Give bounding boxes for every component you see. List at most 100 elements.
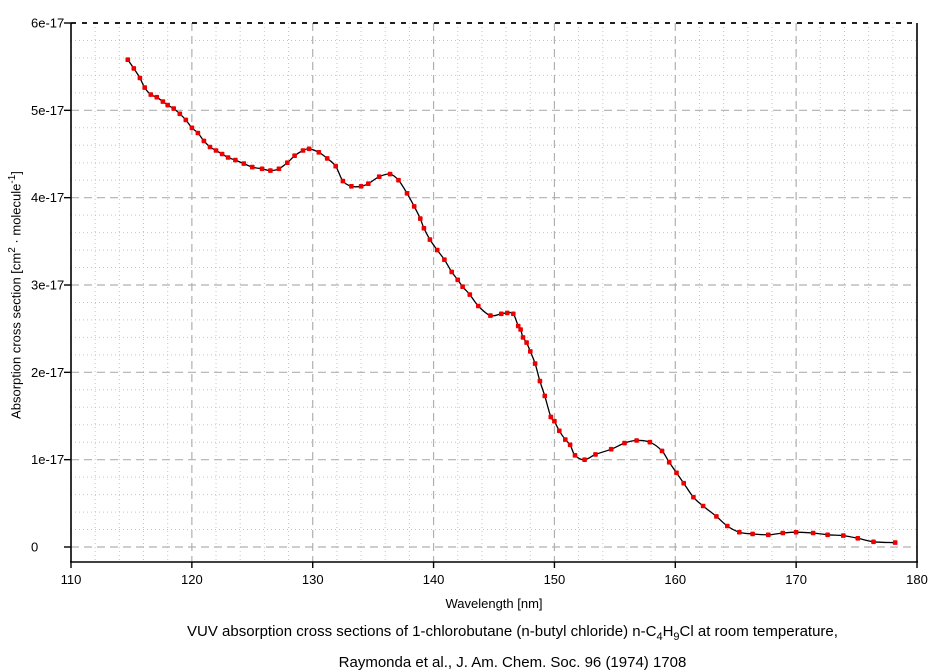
data-point-marker bbox=[366, 181, 371, 186]
data-point-marker bbox=[825, 532, 830, 538]
data-point-marker bbox=[520, 335, 526, 340]
data-point-marker bbox=[418, 216, 423, 221]
x-tick-label: 120 bbox=[181, 572, 203, 587]
data-point-marker bbox=[542, 393, 548, 399]
data-point-marker bbox=[488, 313, 493, 318]
data-point-marker bbox=[460, 284, 465, 289]
y-tick-label: 6e-17 bbox=[31, 16, 64, 31]
y-tick-label: 3e-17 bbox=[31, 278, 64, 293]
x-tick-label: 160 bbox=[664, 572, 686, 587]
data-point-marker bbox=[766, 532, 771, 538]
y-tick-label: 4e-17 bbox=[31, 190, 64, 205]
data-point-marker bbox=[171, 106, 176, 111]
data-point-marker bbox=[548, 414, 554, 420]
data-point-marker bbox=[647, 439, 653, 445]
data-point-marker bbox=[306, 146, 312, 152]
y-tick-label: 5e-17 bbox=[31, 103, 64, 118]
data-point-marker bbox=[666, 460, 672, 465]
data-point-marker bbox=[515, 323, 521, 329]
data-point-marker bbox=[552, 418, 557, 424]
data-point-marker bbox=[499, 311, 504, 317]
data-point-marker bbox=[511, 311, 516, 317]
x-tick-label: 150 bbox=[544, 572, 566, 587]
data-point-marker bbox=[700, 503, 706, 509]
data-point-marker bbox=[634, 438, 639, 443]
data-point-marker bbox=[250, 164, 255, 170]
data-point-marker bbox=[855, 536, 861, 541]
data-point-marker bbox=[131, 66, 137, 71]
data-point-marker bbox=[563, 437, 568, 442]
data-point-marker bbox=[737, 529, 742, 535]
data-point-marker bbox=[593, 452, 598, 457]
data-point-marker bbox=[241, 161, 247, 166]
data-point-marker bbox=[810, 530, 816, 536]
data-point-marker bbox=[137, 75, 143, 81]
data-point-marker bbox=[608, 446, 614, 452]
data-point-marker bbox=[892, 540, 898, 545]
data-point-marker bbox=[292, 153, 297, 158]
data-point-marker bbox=[177, 111, 183, 117]
data-point-marker bbox=[567, 442, 573, 448]
data-point-marker bbox=[793, 529, 799, 535]
data-point-marker bbox=[434, 247, 440, 253]
data-point-marker bbox=[674, 470, 679, 476]
x-tick-label: 170 bbox=[785, 572, 807, 587]
data-point-marker bbox=[233, 157, 238, 163]
data-point-marker bbox=[259, 166, 265, 172]
x-tick-label: 140 bbox=[423, 572, 445, 587]
data-point-marker bbox=[340, 178, 346, 184]
data-point-marker bbox=[467, 292, 473, 297]
data-point-marker bbox=[225, 155, 231, 160]
data-point-marker bbox=[268, 168, 273, 173]
data-point-marker bbox=[165, 102, 170, 108]
y-tick-label: 1e-17 bbox=[31, 452, 64, 467]
data-point-marker bbox=[316, 150, 322, 155]
caption-line-2: Raymonda et al., J. Am. Chem. Soc. 96 (1… bbox=[338, 654, 687, 671]
data-point-marker bbox=[189, 125, 195, 131]
data-point-marker bbox=[725, 523, 730, 529]
data-point-marker bbox=[387, 171, 393, 177]
data-point-marker bbox=[160, 99, 166, 104]
data-point-marker bbox=[276, 166, 282, 172]
data-point-marker bbox=[659, 448, 665, 454]
data-point-marker bbox=[780, 530, 786, 536]
data-point-marker bbox=[622, 440, 627, 446]
data-point-marker bbox=[476, 303, 481, 309]
data-point-marker bbox=[427, 237, 433, 242]
data-point-marker bbox=[532, 361, 538, 366]
data-point-marker bbox=[505, 310, 510, 316]
y-tick-label: 0 bbox=[31, 540, 38, 555]
data-point-marker bbox=[213, 148, 219, 153]
data-point-marker bbox=[148, 92, 154, 97]
data-point-marker bbox=[183, 117, 189, 123]
data-point-marker bbox=[396, 177, 401, 183]
data-point-marker bbox=[537, 378, 543, 384]
data-point-marker bbox=[285, 160, 290, 165]
data-point-marker bbox=[207, 144, 213, 150]
x-tick-label: 180 bbox=[906, 572, 928, 587]
data-point-marker bbox=[300, 148, 306, 153]
data-point-marker bbox=[201, 138, 207, 144]
data-point-marker bbox=[455, 277, 460, 283]
caption-line-1: VUV absorption cross sections of 1-chlor… bbox=[187, 623, 838, 643]
data-point-marker bbox=[714, 514, 719, 519]
absorption-curve bbox=[127, 59, 896, 544]
data-point-marker bbox=[841, 533, 846, 538]
data-point-marker bbox=[524, 340, 529, 345]
data-point-marker bbox=[750, 531, 755, 537]
data-point-marker bbox=[358, 184, 364, 189]
data-point-marker bbox=[219, 151, 225, 157]
data-point-marker bbox=[421, 225, 427, 231]
data-point-marker bbox=[154, 94, 160, 100]
data-point-marker bbox=[557, 428, 562, 434]
data-point-marker bbox=[376, 174, 382, 179]
x-tick-label: 110 bbox=[61, 572, 82, 587]
data-point-marker bbox=[582, 457, 587, 462]
data-point-marker bbox=[518, 327, 523, 332]
y-tick-label: 2e-17 bbox=[31, 365, 64, 380]
data-point-marker bbox=[528, 349, 533, 354]
y-axis-title: Absorption cross section [cm2 · molecule… bbox=[7, 171, 24, 419]
data-point-marker bbox=[404, 191, 410, 196]
data-point-marker bbox=[681, 480, 686, 486]
